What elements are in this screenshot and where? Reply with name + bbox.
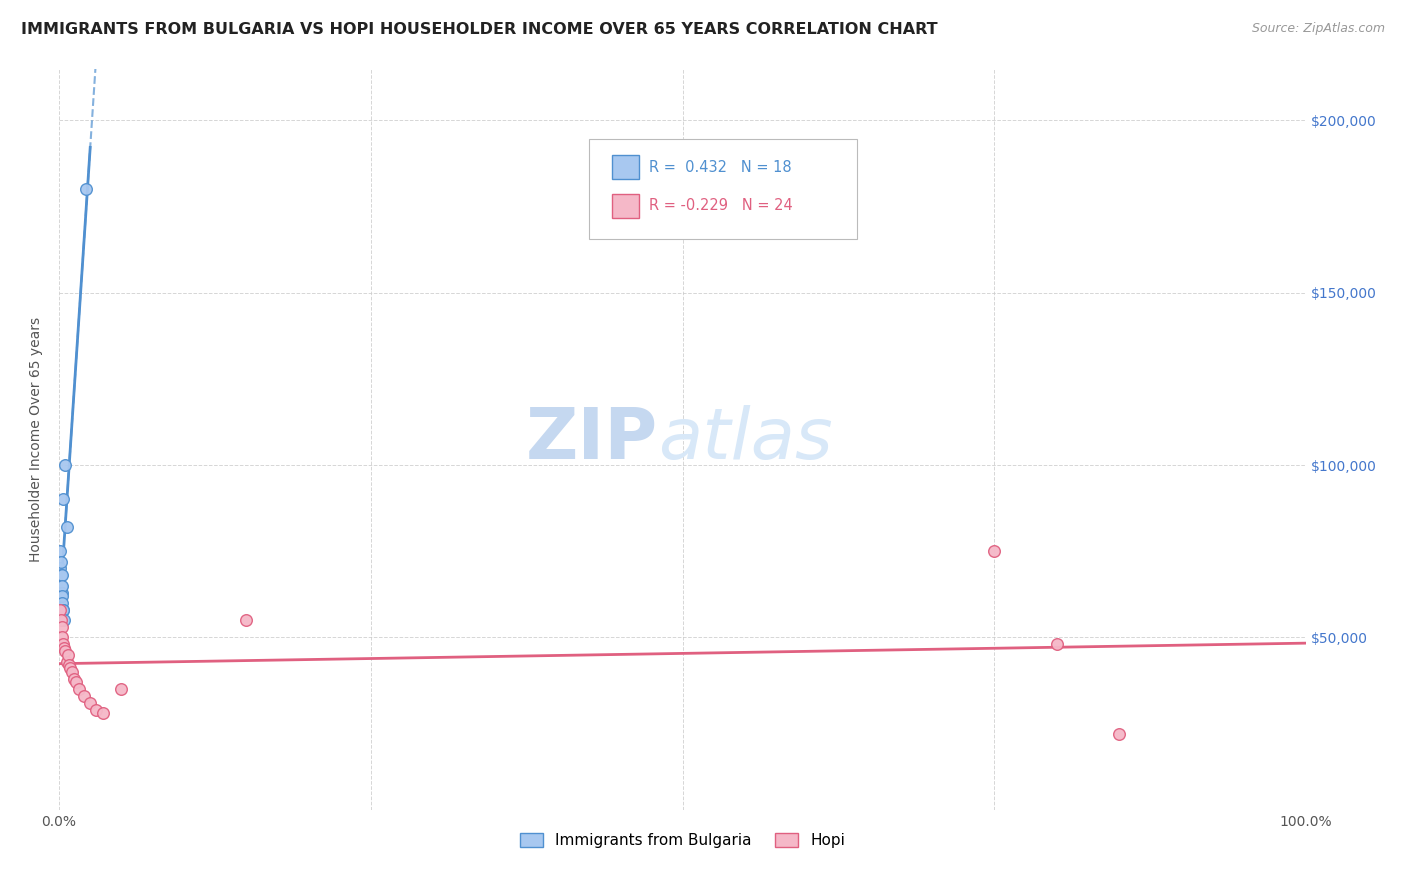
Point (983, 544, 1005, 558)
Text: atlas: atlas (658, 405, 832, 474)
Point (49, 561, 72, 575)
Point (73, 689, 96, 703)
Point (51, 555, 73, 569)
FancyBboxPatch shape (612, 155, 638, 179)
Point (63, 672, 86, 686)
Point (56, 648, 79, 662)
Point (55, 520, 77, 534)
Point (51, 620, 73, 634)
Point (76, 182, 98, 196)
Text: R =  0.432   N = 18: R = 0.432 N = 18 (650, 160, 792, 175)
Point (60, 665, 83, 679)
Point (49, 544, 72, 558)
Point (1046, 637, 1069, 651)
Point (49, 613, 72, 627)
Point (65, 675, 87, 690)
Point (51, 589, 73, 603)
FancyBboxPatch shape (612, 194, 638, 218)
Y-axis label: Householder Income Over 65 years: Householder Income Over 65 years (30, 317, 44, 562)
Point (52, 603, 75, 617)
Point (110, 682, 132, 697)
Point (79, 696, 101, 710)
Point (52, 637, 75, 651)
Point (58, 658, 80, 673)
Point (67, 682, 90, 697)
Point (53, 640, 76, 655)
Point (49, 603, 72, 617)
Point (53, 613, 76, 627)
Point (86, 703, 108, 717)
Text: IMMIGRANTS FROM BULGARIA VS HOPI HOUSEHOLDER INCOME OVER 65 YEARS CORRELATION CH: IMMIGRANTS FROM BULGARIA VS HOPI HOUSEHO… (21, 22, 938, 37)
Point (55, 655, 77, 669)
Point (49, 585, 72, 599)
Point (53, 458, 76, 472)
Point (51, 596, 73, 610)
Point (59, 661, 82, 675)
Point (52, 603, 75, 617)
Point (51, 585, 73, 599)
Point (235, 613, 257, 627)
Legend: Immigrants from Bulgaria, Hopi: Immigrants from Bulgaria, Hopi (515, 827, 851, 854)
Point (52, 492, 75, 507)
Point (53, 644, 76, 658)
Text: R = -0.229   N = 24: R = -0.229 N = 24 (650, 198, 793, 213)
Point (1108, 727, 1130, 741)
Point (51, 579, 73, 593)
Point (49, 568, 72, 582)
Point (51, 631, 73, 645)
Text: ZIP: ZIP (526, 405, 658, 474)
Point (49, 579, 72, 593)
Point (91, 706, 114, 721)
Text: Source: ZipAtlas.com: Source: ZipAtlas.com (1251, 22, 1385, 36)
FancyBboxPatch shape (589, 139, 858, 239)
Point (51, 568, 73, 582)
